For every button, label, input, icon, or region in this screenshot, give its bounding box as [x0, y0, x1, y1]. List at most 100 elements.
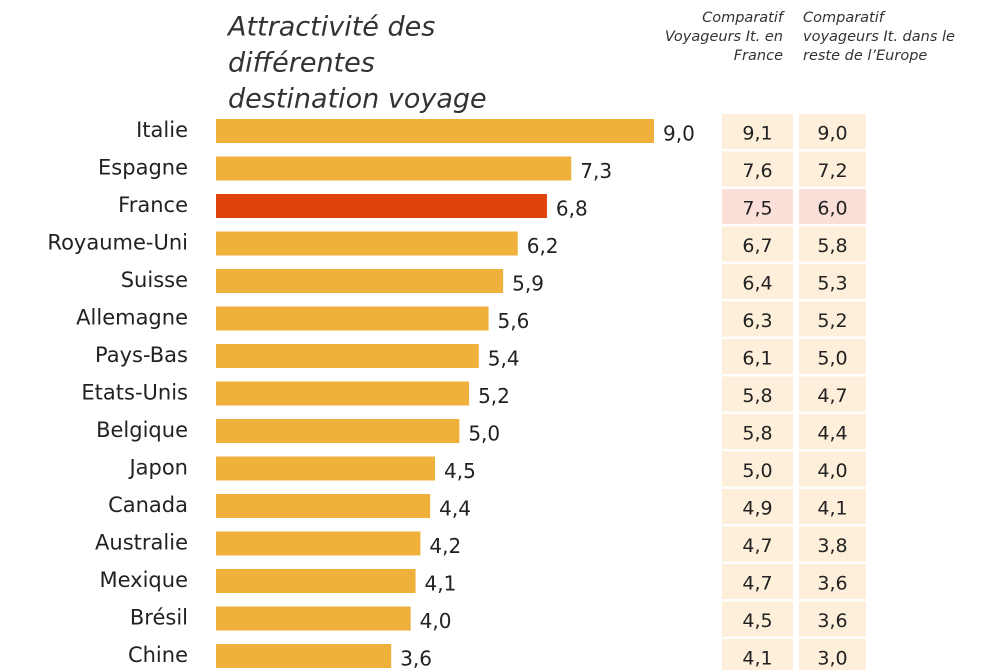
cell-value: 5,0	[742, 460, 772, 482]
cell-value: 5,8	[817, 235, 847, 257]
column-header: voyageurs It. dans le	[803, 29, 955, 45]
table-cell	[799, 451, 866, 487]
table-cell	[722, 526, 793, 562]
cell-value: 4,7	[742, 573, 772, 595]
category-label: France	[118, 193, 188, 217]
cell-value: 7,6	[742, 160, 772, 182]
value-label: 5,2	[478, 384, 510, 408]
value-label: 4,0	[420, 609, 452, 633]
bar	[216, 231, 518, 256]
bar	[216, 119, 654, 143]
value-label: 7,3	[580, 159, 612, 183]
value-label: 4,2	[429, 534, 461, 558]
value-label: 5,0	[468, 422, 500, 446]
category-label: Allemagne	[76, 306, 188, 330]
cell-value: 4,1	[817, 498, 847, 520]
column-header: Comparatif	[803, 10, 886, 26]
value-label: 9,0	[663, 122, 695, 146]
cell-value: 5,8	[742, 385, 772, 407]
table-cell	[722, 339, 793, 374]
table-cell	[799, 226, 866, 262]
cell-value: 4,7	[742, 535, 772, 557]
category-label: Espagne	[98, 156, 188, 180]
cell-value: 4,4	[817, 423, 847, 445]
value-label: 6,2	[527, 234, 559, 258]
bar	[216, 269, 504, 293]
value-label: 5,4	[488, 347, 520, 371]
category-label: Australie	[95, 531, 188, 555]
table-cell	[799, 301, 866, 337]
bar	[216, 306, 489, 331]
bar	[216, 344, 479, 368]
category-label: Italie	[136, 118, 188, 142]
bar	[216, 419, 460, 443]
cell-value: 4,0	[817, 460, 847, 482]
cell-value: 3,6	[817, 610, 847, 632]
cell-value: 4,1	[742, 648, 772, 670]
category-label: Pays-Bas	[95, 343, 188, 367]
cell-value: 3,0	[817, 648, 847, 670]
table-cell	[722, 639, 793, 670]
value-label: 4,1	[425, 572, 457, 596]
table-cell	[799, 639, 866, 670]
bar	[216, 381, 470, 406]
table-cell	[799, 414, 866, 449]
table-cell	[799, 264, 866, 299]
value-label: 6,8	[556, 197, 588, 221]
table-cell	[722, 489, 793, 524]
table-cell	[722, 301, 793, 337]
table-cell	[799, 489, 866, 524]
category-label: Royaume-Uni	[47, 231, 188, 255]
cell-value: 4,9	[742, 498, 772, 520]
category-label: Mexique	[100, 568, 189, 592]
cell-value: 6,0	[817, 198, 847, 220]
cell-value: 6,1	[742, 348, 772, 370]
table-cell	[799, 189, 866, 224]
table-cell	[722, 601, 793, 637]
value-label: 4,5	[444, 459, 476, 483]
cell-value: 6,3	[742, 310, 772, 332]
table-cell	[722, 264, 793, 299]
table-cell	[799, 601, 866, 637]
table-cell	[799, 339, 866, 374]
value-label: 3,6	[400, 647, 432, 670]
cell-value: 4,5	[742, 610, 772, 632]
table-cell	[799, 376, 866, 412]
cell-value: 3,8	[817, 535, 847, 557]
chart-title: destination voyage	[228, 84, 487, 115]
table-cell	[722, 114, 793, 149]
category-label: Japon	[127, 456, 188, 480]
column-header: France	[734, 48, 783, 64]
column-header: Voyageurs It. en	[665, 29, 783, 45]
category-label: Brésil	[130, 606, 188, 630]
category-label: Chine	[128, 643, 188, 667]
column-header: reste de l’Europe	[803, 48, 927, 64]
chart-title: différentes	[228, 48, 375, 79]
cell-value: 7,5	[742, 198, 772, 220]
cell-value: 4,7	[817, 385, 847, 407]
table-cell	[799, 114, 866, 149]
cell-value: 7,2	[817, 160, 847, 182]
category-label: Suisse	[121, 268, 188, 292]
table-cell	[722, 414, 793, 449]
cell-value: 9,1	[742, 123, 772, 145]
bar	[216, 194, 547, 218]
table-cell	[722, 151, 793, 187]
value-label: 5,6	[498, 309, 530, 333]
category-label: Belgique	[96, 418, 188, 442]
cell-value: 5,2	[817, 310, 847, 332]
cell-value: 9,0	[817, 123, 847, 145]
table-cell	[722, 189, 793, 224]
cell-value: 6,7	[742, 235, 772, 257]
table-cell	[722, 564, 793, 599]
bar	[216, 456, 435, 481]
cell-value: 3,6	[817, 573, 847, 595]
category-label: Etats-Unis	[81, 381, 188, 405]
bar	[216, 494, 431, 518]
cell-value: 6,4	[742, 273, 772, 295]
bar	[216, 531, 421, 556]
value-label: 5,9	[512, 272, 544, 296]
cell-value: 5,8	[742, 423, 772, 445]
table-cell	[722, 451, 793, 487]
